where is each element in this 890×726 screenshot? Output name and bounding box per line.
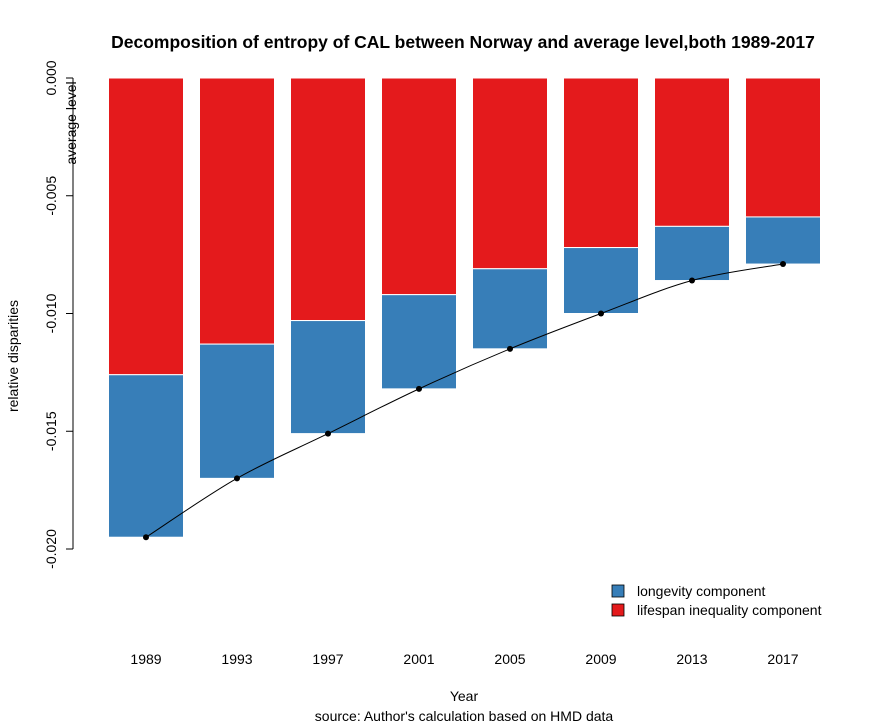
source-caption: source: Author's calculation based on HM… (315, 708, 614, 724)
x-tick-labels: 1989 1993 1997 2001 2005 2009 2013 2017 (130, 651, 798, 667)
bar-lifespan-inequality-1993 (199, 77, 275, 345)
total-point-1997 (325, 430, 331, 437)
bar-longevity-2013 (654, 225, 730, 282)
x-axis-label: Year (450, 688, 479, 704)
y-tick-label: -0.015 (43, 411, 59, 451)
bar-lifespan-inequality-2001 (381, 77, 457, 296)
x-tick-label-1989: 1989 (130, 651, 161, 667)
x-tick-label-2017: 2017 (767, 651, 798, 667)
bar-lifespan-inequality-2005 (472, 77, 548, 270)
bar-longevity-2009 (563, 247, 639, 314)
y-tick-label: -0.010 (43, 293, 59, 333)
bar-longevity-2017 (745, 216, 821, 265)
y-ticks: 0.000 -0.005 -0.010 -0.015 -0.020 (43, 60, 73, 569)
y-tick-label: -0.005 (43, 176, 59, 216)
legend-swatch-lifespan-inequality (611, 603, 625, 617)
x-tick-label-2001: 2001 (403, 651, 434, 667)
x-tick-label-2005: 2005 (494, 651, 525, 667)
total-point-2009 (598, 310, 604, 317)
bar-lifespan-inequality-2009 (563, 77, 639, 249)
bar-lifespan-inequality-1997 (290, 77, 366, 322)
bar-longevity-2001 (381, 294, 457, 390)
x-tick-label-1993: 1993 (221, 651, 252, 667)
bar-longevity-1989 (108, 374, 184, 538)
total-line (145, 263, 784, 538)
y-tick-label: 0.000 (43, 60, 59, 95)
legend-label-lifespan-inequality: lifespan inequality component (637, 602, 822, 618)
bar-longevity-2005 (472, 268, 548, 350)
total-point-2017 (780, 261, 786, 268)
total-point-2005 (507, 345, 513, 352)
bars-layer (108, 77, 821, 538)
bar-lifespan-inequality-2017 (745, 77, 821, 218)
bar-longevity-1997 (290, 320, 366, 435)
x-tick-label-2009: 2009 (585, 651, 616, 667)
y-axis-label: relative disparities (5, 300, 21, 412)
x-tick-label-2013: 2013 (676, 651, 707, 667)
y-axis: 0.000 -0.005 -0.010 -0.015 -0.020 (43, 60, 74, 569)
total-point-1993 (234, 475, 240, 482)
bar-longevity-1993 (199, 343, 275, 479)
reference-label: average level (63, 81, 79, 164)
bar-lifespan-inequality-2013 (654, 77, 730, 227)
total-point-1989 (143, 534, 149, 541)
total-point-2013 (689, 277, 695, 284)
total-point-2001 (416, 385, 422, 392)
x-tick-label-1997: 1997 (312, 651, 343, 667)
total-line-layer (143, 261, 786, 541)
legend-swatch-longevity (611, 584, 625, 598)
legend-label-longevity: longevity component (637, 583, 766, 599)
legend: longevity component lifespan inequality … (611, 583, 822, 618)
y-tick-label: -0.020 (43, 529, 59, 569)
chart-title: Decomposition of entropy of CAL between … (111, 32, 815, 52)
bar-lifespan-inequality-1989 (108, 77, 184, 376)
